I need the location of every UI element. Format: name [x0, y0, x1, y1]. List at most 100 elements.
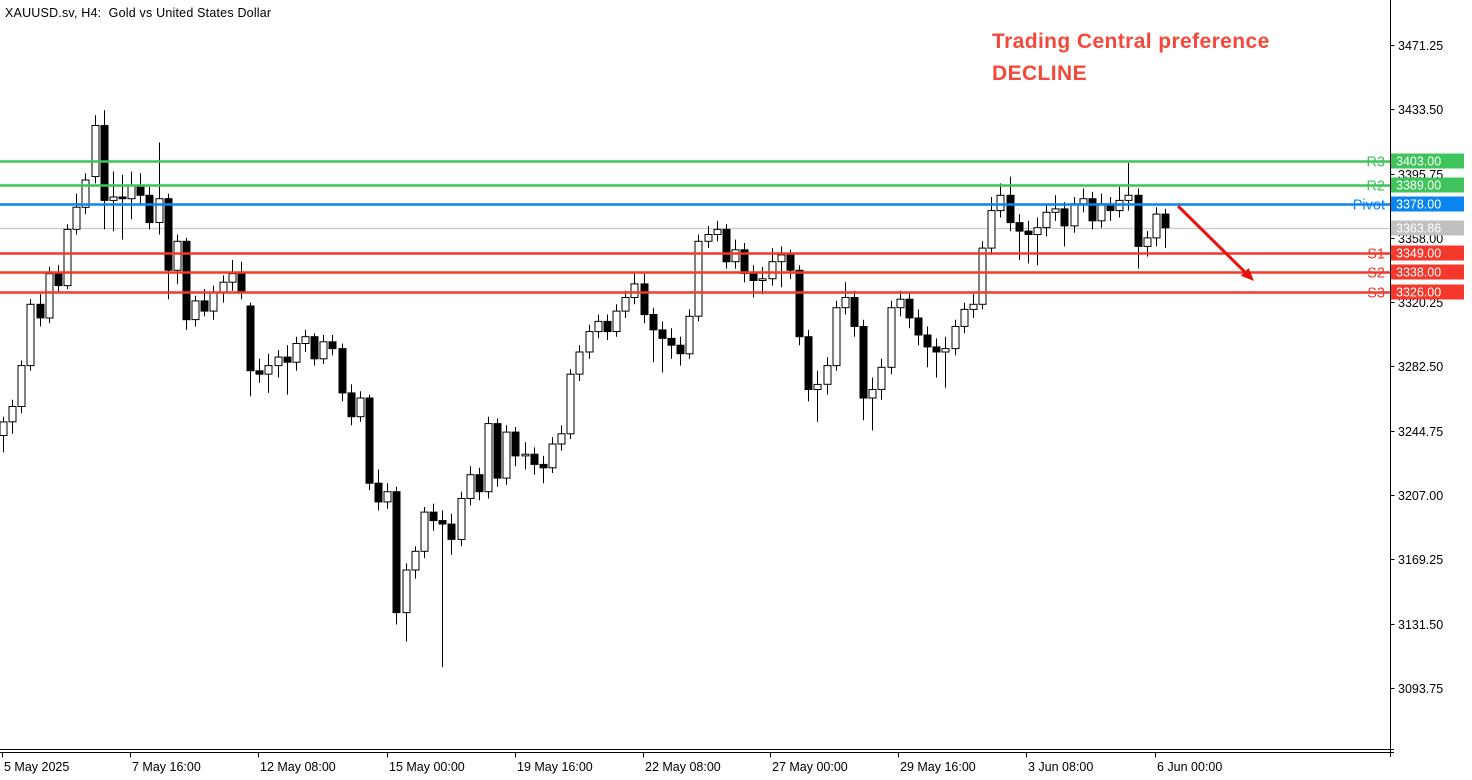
candle-body: [438, 520, 447, 525]
candle: [1070, 197, 1079, 233]
candle: [722, 224, 731, 269]
candle: [896, 290, 905, 317]
candle: [575, 345, 584, 381]
candle-body: [731, 249, 740, 263]
candle: [164, 193, 173, 300]
candle-body: [832, 307, 841, 367]
candle-body: [1033, 227, 1042, 235]
candle: [621, 290, 630, 318]
candle-body: [676, 344, 685, 355]
candle-body: [347, 392, 356, 418]
candle: [859, 319, 868, 421]
candle-body: [896, 298, 905, 309]
candle: [502, 425, 511, 485]
candle: [649, 307, 658, 363]
price-tag-r2-value: 3389.00: [1396, 179, 1441, 193]
candle-body: [1051, 208, 1060, 213]
candle: [1161, 208, 1170, 249]
candle: [832, 300, 841, 371]
candle-body: [557, 433, 566, 445]
candle: [1060, 202, 1069, 247]
candle-body: [1152, 213, 1161, 239]
candle: [402, 563, 411, 642]
candle: [145, 186, 154, 230]
candle: [667, 328, 676, 359]
candle: [136, 173, 145, 206]
candle: [0, 416, 8, 453]
candle-body: [951, 326, 960, 350]
level-label-pivot: Pivot: [1353, 198, 1385, 214]
candle: [539, 455, 548, 484]
candle-body: [694, 240, 703, 317]
candle-body: [0, 421, 8, 436]
candle-body: [914, 317, 923, 336]
price-tag-pivot-value: 3378.00: [1396, 198, 1441, 212]
candle-body: [1161, 213, 1170, 229]
candle: [1106, 197, 1115, 221]
candle: [155, 142, 164, 235]
candle-body: [548, 443, 557, 469]
candle-body: [246, 305, 255, 372]
candle-body: [374, 482, 383, 503]
candle: [1097, 193, 1106, 228]
current-price-tag: [1391, 220, 1464, 236]
candle-body: [758, 278, 767, 281]
candle-body: [283, 356, 292, 363]
y-axis-label: 3471.25: [1398, 39, 1443, 53]
candle-body: [420, 511, 429, 552]
candle-body: [575, 351, 584, 375]
candle-body: [328, 341, 337, 350]
candle-body: [164, 198, 173, 271]
candle: [713, 220, 722, 242]
candle-body: [960, 308, 969, 327]
candle: [594, 314, 603, 339]
candle-body: [823, 365, 832, 385]
annotation-decline-text: DECLINE: [992, 62, 1087, 85]
candle-body: [319, 341, 328, 360]
candle-body: [804, 336, 813, 391]
price-tag-pivot: [1391, 196, 1464, 212]
candle-body: [274, 356, 283, 367]
candle: [566, 369, 575, 439]
candle: [521, 442, 530, 470]
candle: [557, 425, 566, 451]
candle-body: [402, 569, 411, 614]
candle: [914, 309, 923, 346]
candle: [54, 265, 63, 293]
candle-body: [54, 273, 63, 287]
candle-body: [17, 365, 26, 408]
candle: [319, 335, 328, 364]
candle: [292, 336, 301, 371]
candle: [374, 469, 383, 511]
x-axis-label: 22 May 08:00: [645, 760, 721, 774]
level-label-s3: S3: [1367, 286, 1385, 302]
x-axis-label: 5 May 2025: [4, 760, 69, 774]
candle: [1051, 195, 1060, 221]
candle: [987, 197, 996, 255]
candle-body: [502, 431, 511, 479]
candle: [868, 377, 877, 431]
candle: [804, 329, 813, 402]
candle-body: [466, 474, 475, 500]
candle-body: [987, 210, 996, 249]
candle-body: [1134, 194, 1143, 247]
decline-arrow-head: [1240, 267, 1254, 281]
candle-body: [868, 389, 877, 399]
y-axis-label: 3433.50: [1398, 103, 1443, 117]
candle: [392, 486, 401, 625]
candle-body: [996, 194, 1005, 212]
candle: [685, 309, 694, 359]
x-axis-label: 6 Jun 00:00: [1157, 760, 1222, 774]
y-axis-label: 3169.25: [1398, 553, 1443, 567]
candle-body: [383, 491, 392, 503]
candle: [511, 427, 520, 467]
candle-body: [877, 366, 886, 390]
current-price-tag-value: 3363.86: [1396, 222, 1441, 236]
candle: [1033, 217, 1042, 266]
candle: [493, 418, 502, 487]
candle: [301, 329, 310, 352]
candle: [1042, 205, 1051, 237]
candle-body: [356, 397, 365, 418]
candle-body: [1088, 198, 1097, 222]
